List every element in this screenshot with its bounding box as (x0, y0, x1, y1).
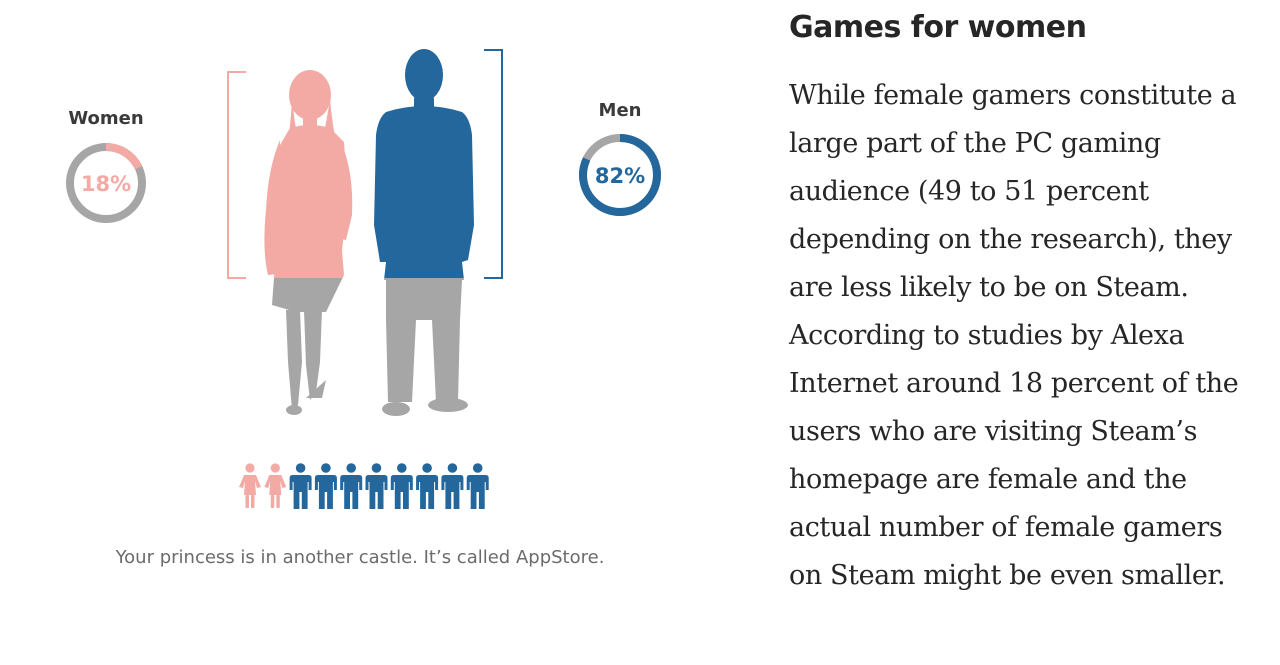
man-icon (390, 463, 413, 509)
figure-caption: Your princess is in another castle. It’s… (115, 547, 605, 568)
infographic: Women 18% Men 82% (66, 49, 661, 509)
women-donut-arc (66, 143, 146, 223)
men-donut-arc (579, 134, 661, 216)
man-icon (340, 463, 363, 509)
man-icon (289, 463, 312, 509)
women-donut: 18% (66, 143, 146, 223)
woman-icon (239, 463, 261, 508)
infographic-svg: Women 18% Men 82% (66, 49, 661, 509)
women-percent: 18% (81, 172, 131, 196)
woman-icon (264, 463, 287, 508)
women-label: Women (68, 108, 143, 129)
men-percent: 82% (595, 164, 645, 188)
man-silhouette (374, 49, 474, 416)
article: Games for women While female gamers cons… (789, 6, 1259, 600)
people-icon-row (239, 463, 489, 509)
man-icon (441, 463, 464, 509)
men-bracket (484, 49, 503, 279)
man-icon (466, 463, 489, 509)
women-bracket (227, 71, 246, 279)
men-label: Men (599, 100, 642, 121)
men-donut: 82% (579, 134, 661, 216)
man-icon (314, 463, 337, 509)
man-icon (416, 463, 439, 509)
man-icon (365, 463, 388, 509)
woman-silhouette (264, 70, 353, 415)
article-body: While female gamers constitute a large p… (789, 80, 1239, 591)
article-heading: Games for women (789, 10, 1087, 45)
